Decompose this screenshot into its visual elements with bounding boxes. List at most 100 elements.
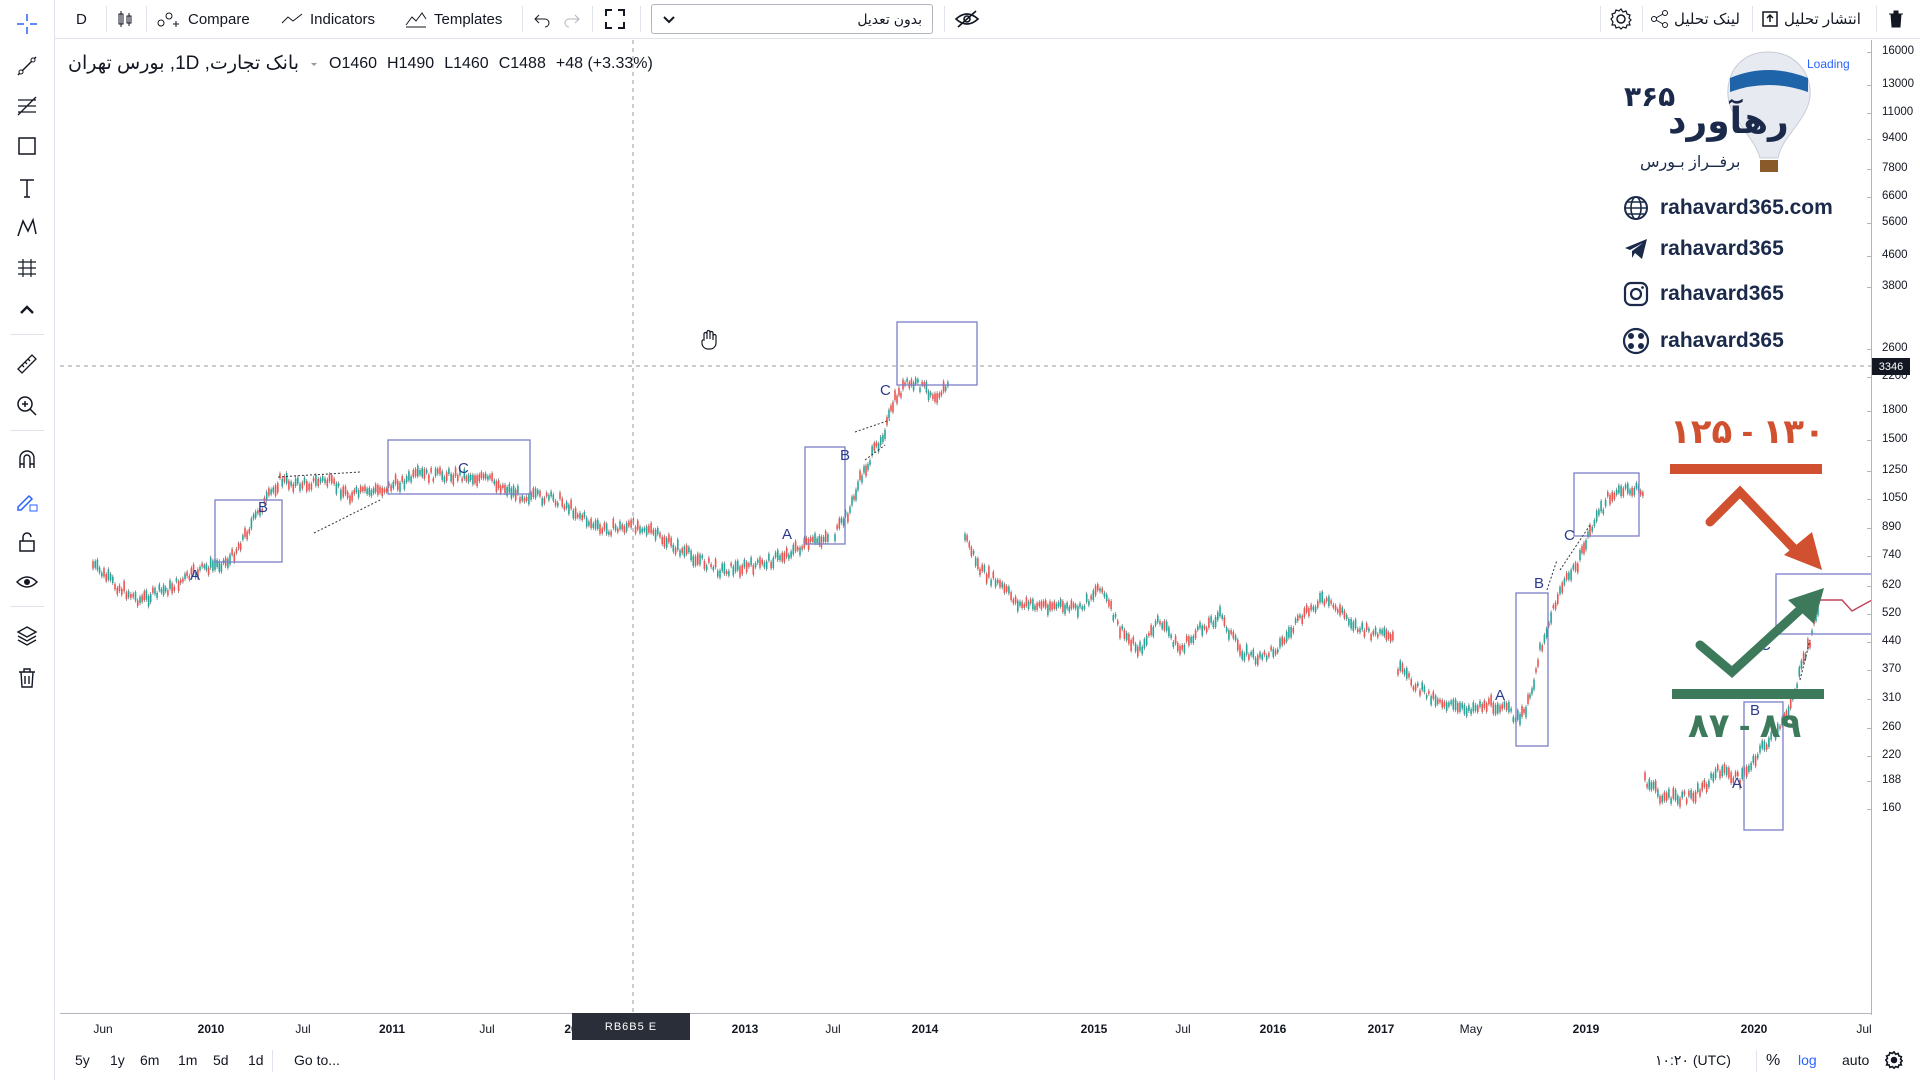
candle-body <box>1450 700 1452 705</box>
candle-body <box>390 485 392 491</box>
candle-body <box>252 514 255 519</box>
candle-body <box>1008 586 1010 594</box>
candle-body <box>374 484 377 493</box>
symbol-title[interactable]: بانک تجارت, 1D, بورس تهران <box>68 53 299 74</box>
candle-body <box>1811 630 1813 634</box>
interval-button[interactable]: D <box>76 0 87 38</box>
range-5y[interactable]: 5y <box>75 1052 90 1068</box>
price-scale[interactable]: 16000 13000 11000 9400 7800 6600 5600 4600 3800 2… <box>1867 40 1920 1015</box>
link-analysis-button[interactable]: لینک تحلیل <box>1650 0 1740 38</box>
indicators-button[interactable]: Indicators <box>280 0 375 38</box>
price-label: 310 <box>1882 692 1902 704</box>
chevron-down-icon[interactable] <box>309 59 319 69</box>
compare-button[interactable]: Compare <box>156 0 250 38</box>
candle-body <box>768 553 770 561</box>
candle-body <box>792 544 795 555</box>
price-tick <box>1867 809 1872 810</box>
instagram-link[interactable]: rahavard365 <box>1622 280 1784 308</box>
candle-body <box>303 477 306 484</box>
candle-body <box>734 561 737 572</box>
fullscreen-button[interactable] <box>604 0 626 38</box>
candle-body <box>359 486 362 492</box>
log-scale-toggle[interactable]: log <box>1798 1052 1817 1068</box>
candle-body <box>659 532 661 538</box>
lock-drawings-button[interactable] <box>13 528 41 556</box>
settings-button[interactable] <box>1610 0 1632 38</box>
candle-body <box>599 524 601 534</box>
candle-body <box>484 473 487 479</box>
hide-objects-button[interactable] <box>13 568 41 596</box>
telegram-link[interactable]: rahavard365 <box>1622 235 1784 263</box>
auto-scale-toggle[interactable]: auto <box>1842 1052 1870 1068</box>
redo-button[interactable] <box>562 0 582 38</box>
chart-type-button[interactable] <box>115 0 135 38</box>
zoom-tool[interactable] <box>13 392 41 420</box>
open-value: O1460 <box>329 54 378 72</box>
price-label: 1250 <box>1882 464 1908 476</box>
candle-body <box>1470 709 1472 715</box>
candle-body <box>1321 591 1323 603</box>
candle-body <box>1214 617 1217 628</box>
range-6m[interactable]: 6m <box>140 1052 160 1068</box>
pattern-tool[interactable] <box>13 214 41 242</box>
hide-drawings-button[interactable] <box>954 0 980 38</box>
candle-body <box>1789 698 1792 709</box>
price-label: 3800 <box>1882 280 1908 292</box>
range-1y[interactable]: 1y <box>110 1052 125 1068</box>
prediction-icon <box>18 259 36 277</box>
wave-label: C <box>458 460 469 477</box>
fib-tool[interactable] <box>13 92 41 120</box>
collapse-tools-button[interactable] <box>13 296 41 324</box>
candle-body <box>160 589 163 593</box>
trend-line-tool[interactable] <box>13 52 41 80</box>
candle-body <box>865 465 867 476</box>
candle-body <box>192 564 195 574</box>
goto-button[interactable]: Go to... <box>294 1052 340 1068</box>
range-5d[interactable]: 5d <box>213 1052 229 1068</box>
undo-button[interactable] <box>532 0 552 38</box>
price-label: 1500 <box>1882 433 1908 445</box>
candle-body <box>229 554 231 565</box>
publish-analysis-button[interactable]: انتشار تحلیل <box>1760 0 1861 38</box>
candle-body <box>1613 492 1616 500</box>
delete-button[interactable] <box>1886 0 1906 38</box>
remove-drawings-button[interactable] <box>13 664 41 692</box>
time-label: Jul <box>1175 1022 1191 1036</box>
adjustment-select[interactable]: بدون تعدیل <box>651 4 933 34</box>
measure-tool[interactable] <box>13 350 41 378</box>
candle-body <box>1341 607 1343 613</box>
object-tree-button[interactable] <box>13 622 41 650</box>
candle-body <box>679 550 681 557</box>
candle-body <box>1721 766 1723 777</box>
shape-tool[interactable] <box>13 132 41 160</box>
range-1d[interactable]: 1d <box>248 1052 264 1068</box>
candle-body <box>1461 703 1463 709</box>
candle-body <box>1205 627 1208 633</box>
chart-settings-button[interactable] <box>1884 1050 1904 1072</box>
crosshair-tool[interactable] <box>13 10 41 38</box>
range-1m[interactable]: 1m <box>178 1052 198 1068</box>
candle-body <box>985 573 988 584</box>
percent-scale-toggle[interactable]: % <box>1766 1052 1781 1069</box>
candle-body <box>301 482 304 489</box>
candle-body <box>109 573 112 581</box>
prediction-tool[interactable] <box>13 254 41 282</box>
price-tick <box>1867 670 1872 671</box>
stay-in-drawing-mode[interactable] <box>13 488 41 516</box>
website-link[interactable]: rahavard365.com <box>1622 194 1833 222</box>
time-scale[interactable]: Jun 2010 Jul 2011 Jul 20 2013 Jul 2014 2015 Jul 201… <box>60 1013 1872 1042</box>
time-label: 2016 <box>1259 1022 1287 1036</box>
time-label: Jul <box>825 1022 841 1036</box>
aparat-link[interactable]: rahavard365 <box>1622 327 1784 355</box>
candle-body <box>1114 614 1117 618</box>
candle-body <box>855 489 857 501</box>
price-tick <box>1867 113 1872 114</box>
candle-body <box>892 402 894 413</box>
templates-button[interactable]: Templates <box>404 0 502 38</box>
text-tool[interactable] <box>13 174 41 202</box>
candle-body <box>366 488 368 494</box>
clock-label[interactable]: ۱۰:۲۰ (UTC) <box>1655 1052 1731 1068</box>
candle-body <box>871 446 873 456</box>
magnet-tool[interactable] <box>13 446 41 474</box>
